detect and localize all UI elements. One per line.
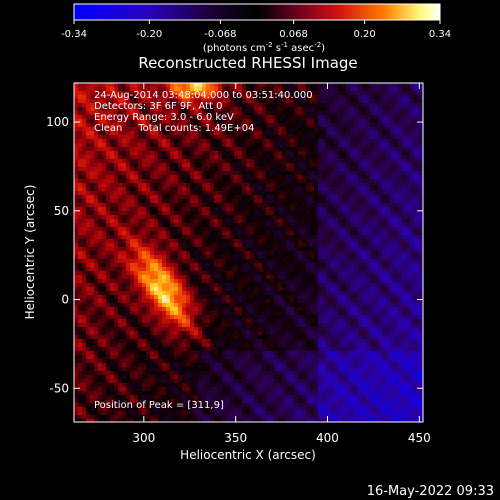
x-tick-label: 350 (224, 431, 247, 445)
x-tick-label: 300 (132, 431, 155, 445)
annotation-line: Detectors: 3F 6F 9F, Att 0 (94, 101, 222, 112)
y-tick-label: -50 (49, 381, 69, 395)
footer-timestamp: 16-May-2022 09:33 (367, 484, 494, 499)
peak-position-label: Position of Peak = [311,9] (94, 400, 224, 411)
colorbar (73, 3, 441, 21)
y-tick-label: 100 (46, 115, 69, 129)
x-tick-label: 450 (408, 431, 431, 445)
x-tick-label: 400 (316, 431, 339, 445)
plot-frame (73, 82, 424, 423)
colorbar-tick-label: -0.068 (204, 29, 236, 40)
chart-title: Reconstructed RHESSI Image (138, 54, 357, 72)
colorbar-tick-label: 0.20 (354, 29, 376, 40)
y-tick-label: 0 (61, 293, 69, 307)
annotation-line: Clean Total counts: 1.49E+04 (94, 123, 254, 134)
y-axis-label: Heliocentric Y (arcsec) (23, 185, 37, 320)
colorbar-tick-label: -0.34 (61, 29, 87, 40)
colorbar-tick-label: 0.34 (429, 29, 451, 40)
x-axis-label: Heliocentric X (arcsec) (180, 448, 316, 462)
y-tick-label: 50 (54, 204, 69, 218)
x-axis: 300 350 400 450 (132, 83, 431, 445)
annotations: 24-Aug-2014 03:48:04.000 to 03:51:40.000… (94, 90, 313, 134)
y-axis: -50 0 50 100 (46, 115, 423, 395)
colorbar-units: (photons cm-2 s-1 asec-2) (203, 41, 325, 54)
heatmap (74, 83, 423, 422)
colorbar-tick-label: 0.068 (279, 29, 308, 40)
colorbar-tick-label: -0.20 (136, 29, 162, 40)
annotation-line: 24-Aug-2014 03:48:04.000 to 03:51:40.000 (94, 90, 313, 101)
colorbar-ticks: -0.34 -0.20 -0.068 0.068 0.20 0.34 (61, 20, 451, 40)
annotation-line: Energy Range: 3.0 - 6.0 keV (94, 112, 234, 123)
